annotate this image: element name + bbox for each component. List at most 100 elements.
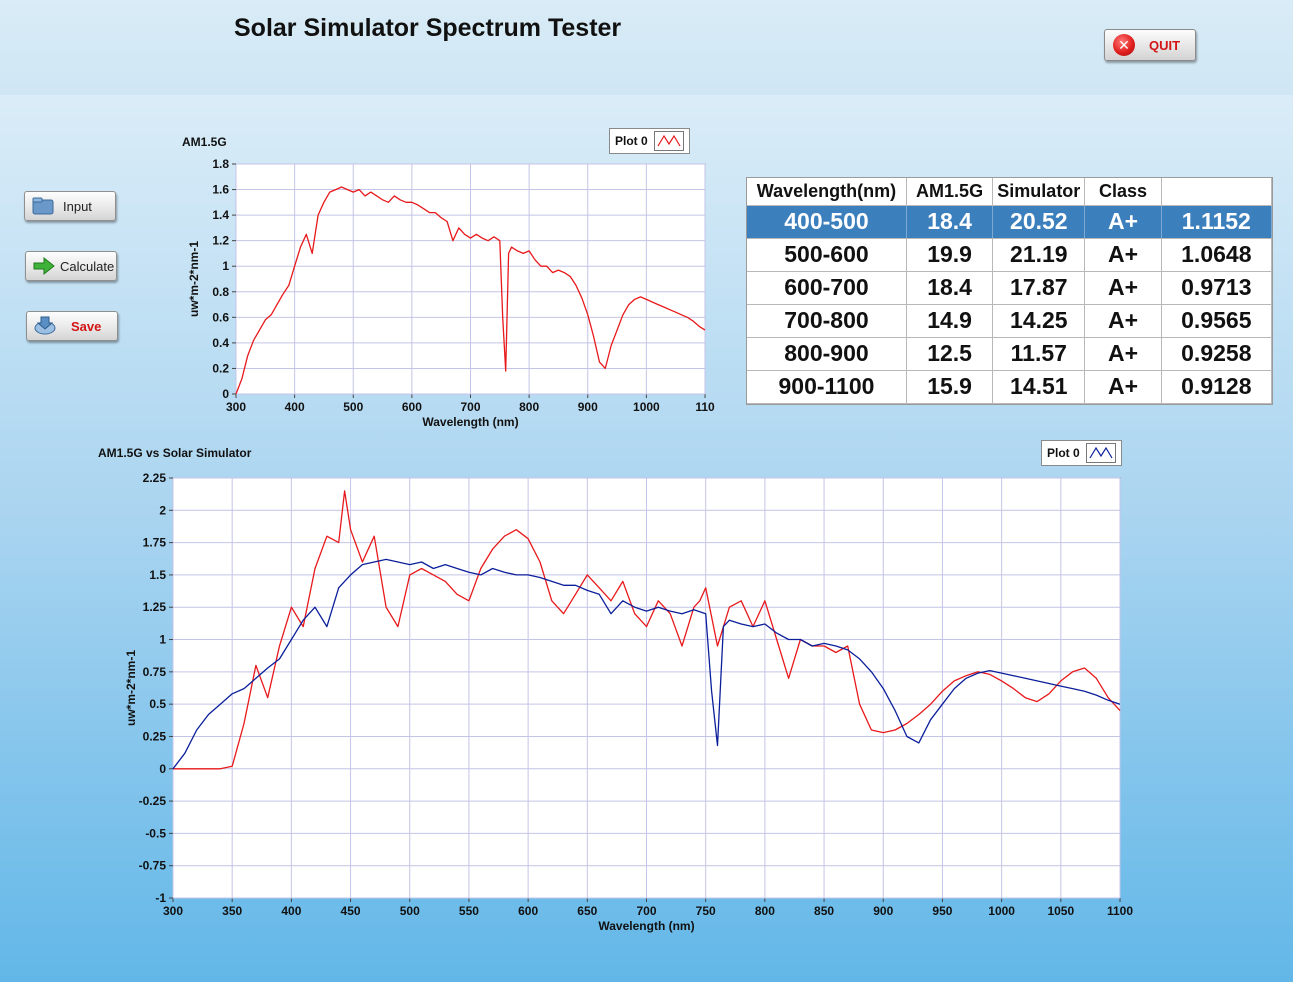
x-tick-label: 900 [578, 400, 598, 414]
table-row[interactable]: 600-700 18.4 17.87 A+ 0.9713 [747, 271, 1273, 305]
y-axis-label: uw*m-2*nm-1 [187, 241, 201, 317]
arrow-right-icon [33, 256, 55, 276]
calculate-button-label: Calculate [60, 258, 115, 274]
table-header: Wavelength(nm) [747, 178, 907, 206]
x-tick-label: 1050 [1047, 904, 1074, 918]
y-tick-label: 1.4 [212, 208, 229, 222]
table-cell: 17.87 [992, 271, 1086, 305]
save-icon [34, 316, 56, 335]
x-tick-label: 1000 [633, 400, 660, 414]
y-axis-label: uw*m-2*nm-1 [124, 650, 138, 726]
y-tick-label: 1.2 [212, 234, 229, 248]
x-tick-label: 300 [226, 400, 246, 414]
x-tick-label: 400 [281, 904, 301, 918]
series-line [235, 186, 706, 395]
y-tick-label: 1.5 [149, 568, 166, 582]
y-tick-label: 1 [222, 259, 229, 273]
x-tick-label: 600 [518, 904, 538, 918]
y-tick-label: 1.6 [212, 183, 229, 197]
y-tick-label: -1 [155, 891, 166, 905]
y-tick-label: 2 [159, 503, 166, 517]
table-cell: 20.52 [992, 205, 1086, 239]
input-button[interactable]: Input [24, 191, 116, 221]
x-tick-label: 850 [814, 904, 834, 918]
quit-button[interactable]: ✕ QUIT [1104, 29, 1196, 61]
table-cell: A+ [1084, 370, 1162, 404]
y-tick-label: 2.25 [143, 471, 167, 485]
series-line [172, 558, 1121, 770]
table-cell: 18.4 [906, 205, 994, 239]
table-cell: 21.19 [992, 238, 1086, 272]
header-band [0, 0, 1293, 95]
table-cell: 700-800 [747, 304, 907, 338]
table-header: Class [1084, 178, 1162, 206]
table-row[interactable]: 800-900 12.5 11.57 A+ 0.9258 [747, 337, 1273, 371]
save-button[interactable]: Save [26, 311, 118, 341]
table-header: Simulator [992, 178, 1086, 206]
table-cell: 600-700 [747, 271, 907, 305]
bottom-chart[interactable]: 300 350 400 450 500 550 600 650 700 750 800 850 900 9… [100, 465, 1140, 945]
x-tick-label: 350 [222, 904, 242, 918]
x-tick-label: 110 [695, 400, 715, 414]
y-tick-label: 1.8 [212, 157, 229, 171]
y-tick-label: 0.8 [212, 285, 229, 299]
x-axis-label: Wavelength (nm) [422, 415, 518, 429]
y-tick-label: -0.25 [139, 794, 167, 808]
x-tick-label: 950 [932, 904, 952, 918]
x-tick-label: 450 [341, 904, 361, 918]
table-cell: 0.9713 [1161, 271, 1273, 305]
class-table: Wavelength(nm) AM1.5G Simulator Class 40… [746, 177, 1273, 405]
calculate-button[interactable]: Calculate [25, 251, 117, 281]
table-cell: 0.9128 [1161, 370, 1273, 404]
table-cell: A+ [1084, 205, 1162, 239]
table-cell: 14.51 [992, 370, 1086, 404]
x-tick-label: 550 [459, 904, 479, 918]
top-chart[interactable]: 300 400 500 600 700 800 900 1000 11000.20.40.60.… [180, 155, 720, 440]
table-row[interactable]: 500-600 19.9 21.19 A+ 1.0648 [747, 238, 1273, 272]
bottom-legend-label: Plot 0 [1047, 446, 1080, 460]
quit-button-label: QUIT [1149, 37, 1181, 53]
x-tick-label: 800 [755, 904, 775, 918]
x-tick-label: 400 [285, 400, 305, 414]
table-cell: 500-600 [747, 238, 907, 272]
x-tick-label: 300 [163, 904, 183, 918]
y-tick-label: 0.5 [149, 697, 166, 711]
table-cell: 0.9565 [1161, 304, 1273, 338]
table-row[interactable]: 700-800 14.9 14.25 A+ 0.9565 [747, 304, 1273, 338]
top-legend-label: Plot 0 [615, 134, 648, 148]
x-tick-label: 650 [577, 904, 597, 918]
x-tick-label: 800 [519, 400, 539, 414]
bottom-chart-title: AM1.5G vs Solar Simulator [98, 446, 252, 460]
x-tick-label: 750 [696, 904, 716, 918]
table-cell: 12.5 [906, 337, 994, 371]
table-cell: A+ [1084, 337, 1162, 371]
y-tick-label: 1.25 [143, 600, 167, 614]
y-tick-label: 0.4 [212, 336, 229, 350]
bottom-legend-swatch [1085, 443, 1116, 463]
top-chart-title: AM1.5G [182, 135, 227, 149]
x-tick-label: 700 [636, 904, 656, 918]
table-header [1161, 178, 1273, 206]
x-tick-label: 1000 [988, 904, 1015, 918]
table-cell: A+ [1084, 304, 1162, 338]
table-cell: 400-500 [747, 205, 907, 239]
table-header: AM1.5G [906, 178, 994, 206]
bottom-chart-legend[interactable]: Plot 0 [1041, 440, 1122, 466]
close-icon: ✕ [1113, 34, 1135, 56]
table-row[interactable]: 400-500 18.4 20.52 A+ 1.1152 [747, 205, 1273, 239]
table-cell: 11.57 [992, 337, 1086, 371]
table-cell: 1.1152 [1161, 205, 1273, 239]
app-title: Solar Simulator Spectrum Tester [234, 14, 622, 42]
y-tick-label: 0.6 [212, 310, 229, 324]
table-cell: 0.9258 [1161, 337, 1273, 371]
y-tick-label: 1 [159, 633, 166, 647]
table-row[interactable]: 900-1100 15.9 14.51 A+ 0.9128 [747, 370, 1273, 404]
table-cell: A+ [1084, 238, 1162, 272]
top-legend-swatch [653, 131, 684, 151]
table-cell: 14.25 [992, 304, 1086, 338]
table-cell: 800-900 [747, 337, 907, 371]
top-chart-legend[interactable]: Plot 0 [609, 128, 690, 154]
table-cell: 14.9 [906, 304, 994, 338]
series-line [173, 490, 1121, 770]
folder-icon [32, 197, 54, 215]
